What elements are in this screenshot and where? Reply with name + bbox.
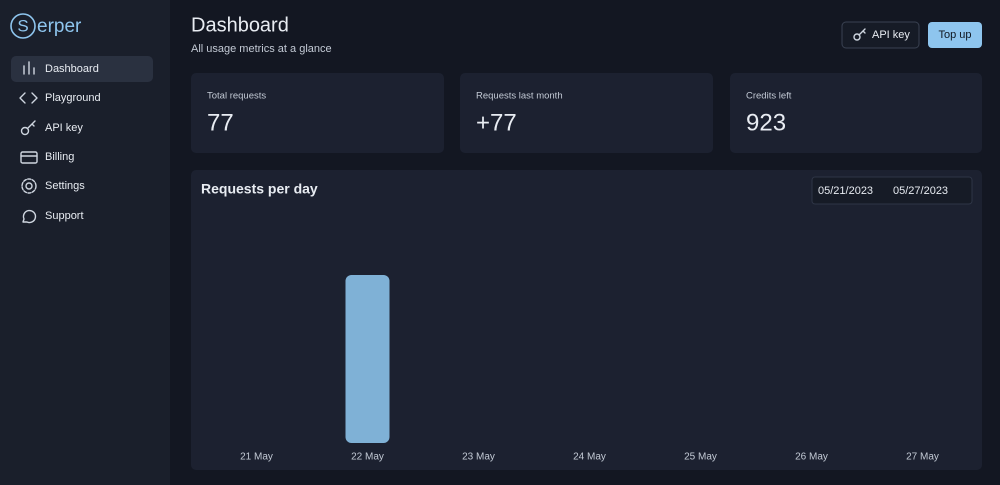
x-tick-label: 23 May bbox=[462, 452, 495, 463]
x-tick-label: 25 May bbox=[684, 452, 717, 463]
top-up-button[interactable] bbox=[928, 22, 982, 48]
bar bbox=[345, 275, 390, 443]
key-icon bbox=[853, 28, 866, 41]
stat-label: Requests last month bbox=[476, 91, 563, 102]
nav-item[interactable]: API key bbox=[45, 122, 83, 134]
nav-item[interactable]: Billing bbox=[45, 151, 74, 163]
nav-item[interactable]: Support bbox=[45, 210, 84, 222]
stat-value: 923 bbox=[746, 109, 786, 136]
x-tick-label: 21 May bbox=[240, 452, 273, 463]
chart-panel bbox=[191, 170, 982, 470]
x-tick-label: 24 May bbox=[573, 452, 606, 463]
stat-card bbox=[460, 73, 713, 153]
stat-card bbox=[730, 73, 982, 153]
stat-card bbox=[191, 73, 444, 153]
api-key-button[interactable] bbox=[841, 21, 920, 49]
nav-active bbox=[11, 56, 153, 82]
x-tick-label: 27 May bbox=[906, 452, 939, 463]
nav-item[interactable]: Dashboard bbox=[45, 63, 99, 75]
button-label[interactable]: Top up bbox=[938, 29, 971, 41]
date-end[interactable]: 05/27/2023 bbox=[893, 185, 948, 197]
logo-circle bbox=[10, 13, 36, 39]
x-tick-label: 22 May bbox=[351, 452, 384, 463]
page-title: Dashboard bbox=[191, 14, 289, 36]
date-start[interactable]: 05/21/2023 bbox=[818, 185, 873, 197]
logo-mark: S bbox=[17, 16, 28, 35]
stat-label: Total requests bbox=[207, 91, 266, 102]
plot: 21 May 22 May 23 May 24 May 25 May 26 May 27 M… bbox=[240, 275, 939, 463]
stat-cards: Total requests 77 Requests last month +7… bbox=[191, 73, 982, 153]
logo-text: erper bbox=[37, 16, 82, 37]
stat-value: 77 bbox=[207, 109, 234, 136]
stat-label: Credits left bbox=[746, 91, 792, 102]
stat-value: +77 bbox=[476, 109, 517, 136]
date-picker[interactable] bbox=[811, 176, 973, 205]
button-label[interactable]: API key bbox=[872, 29, 910, 41]
nav-item[interactable]: Settings bbox=[45, 180, 85, 192]
nav-icons bbox=[19, 61, 38, 224]
x-tick-label: 26 May bbox=[795, 452, 828, 463]
chart-title: Requests per day bbox=[201, 181, 318, 197]
page-subtitle: All usage metrics at a glance bbox=[191, 43, 332, 55]
nav-item[interactable]: Playground bbox=[45, 92, 101, 104]
